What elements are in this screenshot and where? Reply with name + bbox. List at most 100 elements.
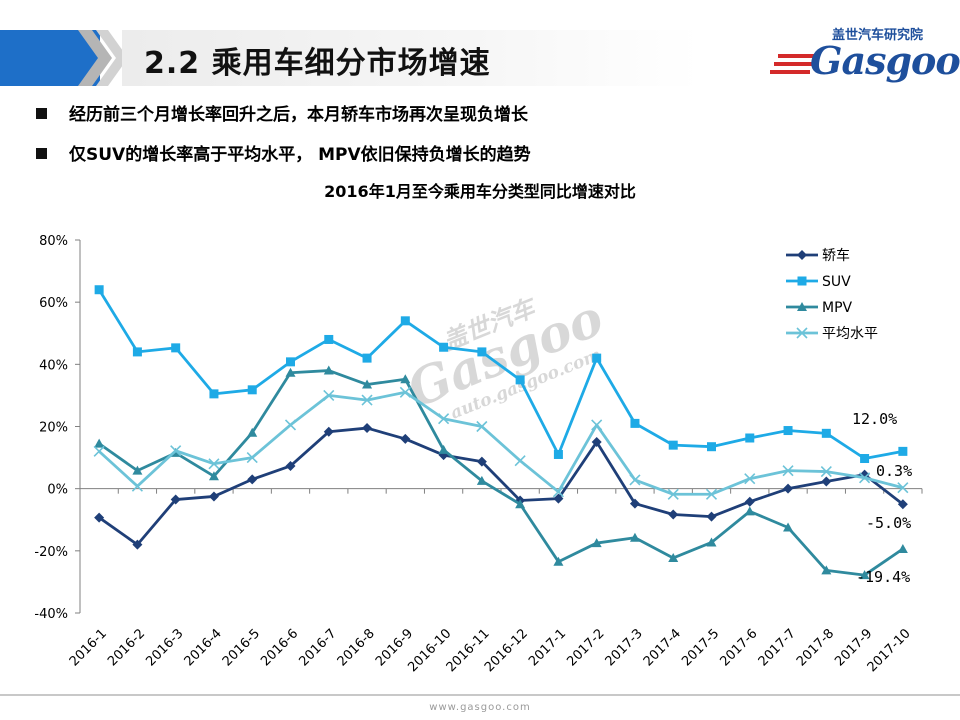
legend-item: 轿车 [786, 247, 850, 264]
y-tick-label: -20% [34, 545, 68, 560]
bullet-text: 经历前三个月增长率回升之后，本月轿车市场再次呈现负增长 [69, 105, 528, 125]
data-point [362, 353, 372, 363]
banner-accent-bar [0, 30, 100, 86]
data-point [745, 433, 755, 443]
data-point [171, 343, 181, 353]
data-point [514, 455, 526, 467]
data-point [629, 498, 640, 509]
data-point [132, 539, 143, 550]
data-point [208, 471, 219, 481]
data-point [744, 473, 756, 485]
data-point [782, 465, 794, 477]
bullet-square-icon [36, 108, 47, 119]
data-point [247, 385, 257, 395]
bullet-square-icon [36, 148, 47, 159]
data-point [94, 285, 104, 295]
data-point [400, 433, 411, 444]
data-point [783, 426, 793, 436]
chart-legend: 轿车 SUV MPV 平均水平 [786, 247, 878, 342]
data-point [286, 357, 295, 367]
data-point [552, 486, 564, 498]
logo-stripes-icon [770, 54, 818, 74]
data-point [553, 556, 564, 566]
data-point [744, 506, 755, 516]
data-label: -5.0% [866, 514, 911, 532]
x-tick-label: 2017-1 [526, 626, 569, 669]
data-point [247, 427, 258, 437]
x-tick-label: 2017-6 [717, 626, 760, 669]
data-point [94, 512, 105, 523]
data-label: -19.4% [856, 568, 910, 586]
data-point [707, 442, 716, 452]
series-0 [94, 423, 908, 550]
data-point [897, 543, 908, 553]
data-point [247, 474, 258, 485]
logo-cn-text: 盖世汽车研究院 [832, 28, 924, 43]
data-point [898, 446, 908, 456]
data-point [859, 570, 870, 580]
data-point [629, 532, 640, 542]
data-point [706, 537, 717, 547]
data-point [438, 413, 450, 425]
data-point [362, 423, 373, 434]
x-tick-label: 2016-5 [220, 626, 263, 669]
y-tick-label: 80% [39, 234, 68, 249]
data-point [897, 499, 908, 510]
data-point [744, 496, 755, 507]
legend-label: MPV [822, 300, 853, 316]
data-point [132, 465, 143, 475]
data-label: 0.3% [876, 462, 912, 480]
y-tick-label: -40% [34, 607, 68, 622]
data-point [361, 394, 373, 406]
legend-item: MPV [786, 300, 853, 316]
x-tick-label: 2016-2 [105, 626, 148, 669]
x-tick-label: 2016-4 [182, 626, 225, 669]
data-point [131, 480, 143, 492]
data-label: 12.0% [852, 410, 897, 428]
data-point [821, 476, 832, 487]
x-tick-label: 2017-5 [679, 626, 722, 669]
data-point [706, 511, 717, 522]
chart-axes: -40% -20% 0% 20% 40% 60% 80% 2016-12016-22016-3… [34, 234, 923, 675]
chart-title: 2016年1月至今乘用车分类型同比增速对比 [324, 182, 636, 201]
data-point [476, 456, 487, 467]
data-point [362, 379, 373, 389]
data-point [399, 386, 411, 398]
data-point [592, 353, 602, 363]
data-point [668, 440, 678, 450]
data-point [668, 509, 679, 520]
data-point [820, 466, 832, 478]
logo-en-text: Gasgoo [810, 38, 960, 83]
legend-marker [797, 250, 807, 260]
bullet-item: 仅SUV的增长率高于平均水平， MPV依旧保持负增长的趋势 [36, 140, 531, 165]
data-point [553, 449, 563, 459]
data-point [859, 472, 871, 484]
data-point [285, 460, 296, 471]
data-point [246, 452, 258, 464]
chart-annotations: 12.0% 0.3% -5.0% -19.4% [852, 410, 912, 586]
x-tick-label: 2016-7 [296, 626, 339, 669]
data-point [324, 334, 334, 344]
legend-marker [797, 276, 807, 286]
x-tick-label: 2016-6 [258, 626, 301, 669]
chevron-decoration-icon [78, 30, 128, 86]
data-point [591, 419, 603, 431]
data-point [591, 538, 602, 548]
data-point [284, 419, 297, 431]
legend-item: SUV [786, 274, 851, 290]
series-1 [94, 285, 908, 464]
series-line [98, 390, 904, 496]
y-tick-label: 60% [39, 296, 68, 311]
data-point [476, 475, 487, 485]
data-point [208, 491, 219, 502]
gasgoo-logo: 盖世汽车研究院 Gasgoo [770, 24, 960, 84]
y-tick-label: 20% [39, 421, 68, 436]
series-line [97, 288, 904, 460]
data-point [323, 389, 335, 401]
footer-divider [0, 694, 960, 696]
data-point [209, 389, 219, 399]
x-tick-label: 2017-7 [756, 626, 799, 669]
bullet-text: 仅SUV的增长率高于平均水平， MPV依旧保持负增长的趋势 [69, 145, 531, 165]
